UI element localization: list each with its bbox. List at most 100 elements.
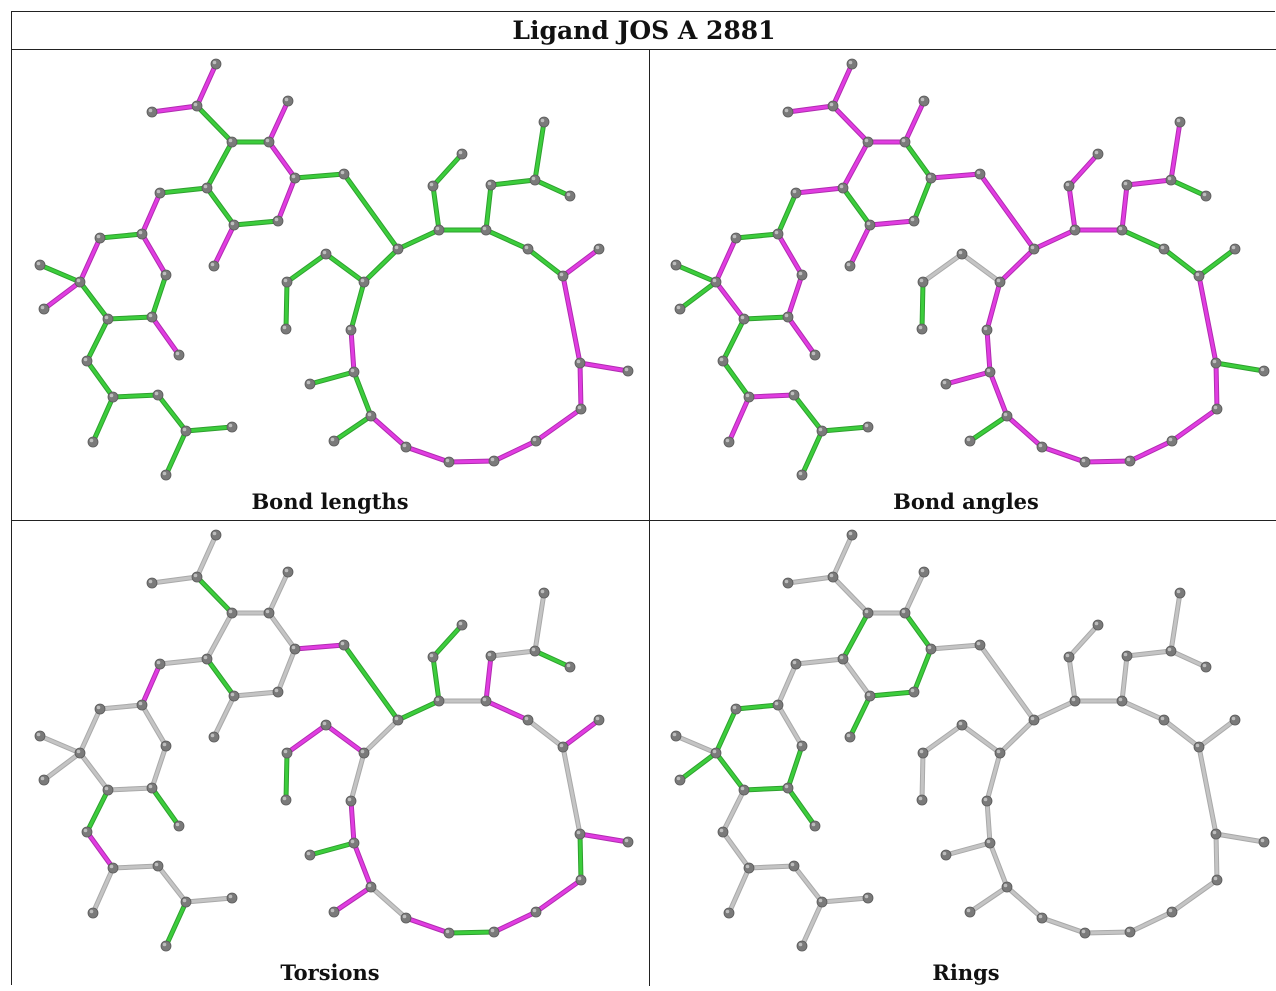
atom-highlight [595,245,600,250]
atom [956,719,968,731]
atom-highlight [1213,405,1218,410]
atom-highlight [154,391,159,396]
panel-bond-lengths: Bond lengths [14,50,646,520]
bond [78,236,102,284]
atom-highlight [531,647,536,652]
atom [74,276,86,288]
bond [324,252,366,284]
atom-highlight [109,393,114,398]
atom-highlight [846,262,851,267]
atom [1069,695,1081,707]
atom [146,782,158,794]
atom-highlight [712,278,717,283]
panel-bond-angles: Bond angles [650,50,1276,520]
bond [1169,591,1182,653]
atom [864,690,876,702]
atom [1229,243,1241,255]
atom [782,577,794,589]
atom-highlight [732,234,737,239]
bond [776,703,804,748]
bond [369,885,408,920]
bond [920,280,925,331]
bond [352,841,373,889]
panel-caption-bond-lengths: Bond lengths [251,489,409,514]
atom-highlight [193,102,198,107]
panel-caption-torsions: Torsions [280,960,380,985]
atom-highlight [919,749,924,754]
atom [173,820,185,832]
atom [1210,357,1222,369]
bond [85,317,110,363]
atom-highlight [566,192,571,197]
atom [974,168,986,180]
bond [998,718,1036,755]
atom-highlight [76,278,81,283]
atom-highlight [559,272,564,277]
bond [195,62,218,108]
atom-highlight [818,898,823,903]
row-divider [12,520,1276,521]
bond [985,799,992,845]
atom [723,436,735,448]
bond [1067,184,1077,232]
atom-highlight [1126,457,1131,462]
bond [985,280,1002,332]
atom [456,148,468,160]
bond [831,104,870,144]
bond [1128,910,1174,934]
atom-highlight [927,645,932,650]
atom-highlight [792,660,797,665]
panel-caption-bond-angles: Bond angles [893,489,1039,514]
atom-highlight [89,438,94,443]
atom-highlight [435,226,440,231]
atom-highlight [228,423,233,428]
bond [195,104,234,144]
atom [790,187,802,199]
atom [81,355,93,367]
bond [349,328,356,374]
atom [844,260,856,272]
atom [433,695,445,707]
atom [480,224,492,236]
atom-highlight [283,278,288,283]
atom [94,703,106,715]
atom [146,106,158,118]
atom [790,658,802,670]
atom-highlight [367,883,372,888]
atom [844,731,856,743]
bond [184,425,234,433]
atom [674,303,686,315]
bond [362,247,400,284]
bond [1120,183,1129,232]
bond [831,533,854,579]
atom-highlight [927,174,932,179]
atom-highlight [360,278,365,283]
atom-highlight [306,380,311,385]
atom-highlight [162,471,167,476]
bond [841,657,872,698]
atom [1200,190,1212,202]
atom-highlight [394,245,399,250]
bond [1083,930,1132,935]
atom [34,259,46,271]
atom [837,182,849,194]
bond [308,841,356,857]
atom-highlight [40,305,45,310]
bond [944,841,992,857]
atom [1193,270,1205,282]
atom [160,269,172,281]
atom-highlight [983,797,988,802]
atom-highlight [340,641,345,646]
atom [191,571,203,583]
atom-highlight [228,609,233,614]
atom-highlight [532,437,537,442]
atom [974,639,986,651]
atom-highlight [210,262,215,267]
atom [862,892,874,904]
atom [816,425,828,437]
bond [184,896,234,904]
atom [1092,148,1104,160]
atom [228,690,240,702]
atom [730,232,742,244]
figure-title: Ligand JOS A 2881 [512,16,776,45]
